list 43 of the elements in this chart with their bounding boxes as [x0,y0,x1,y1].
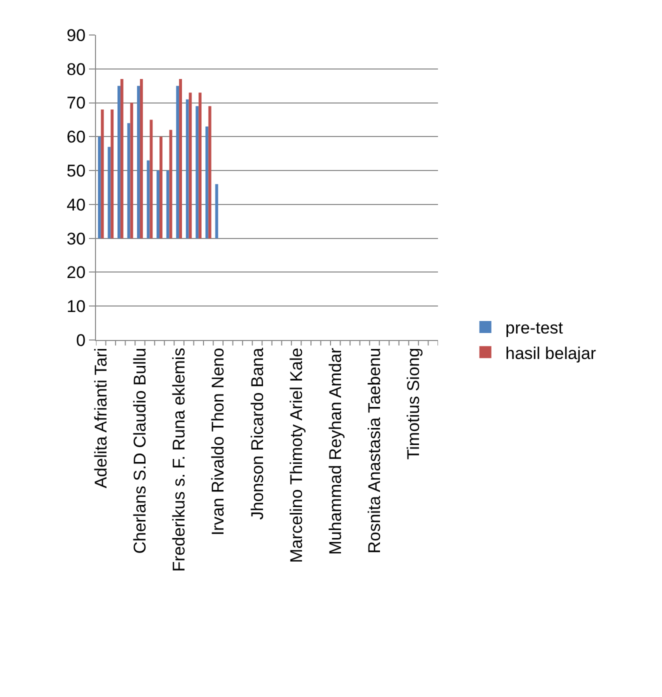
bar [110,110,114,238]
x-tick-label: Frederikus s. F. Runa eklemis [170,348,189,572]
y-tick-label: 60 [66,128,86,147]
bar [140,79,143,238]
bar [120,79,124,238]
bar [137,86,140,238]
x-tick-label: Rosnita Anastasia Taebenu [365,348,384,554]
y-tick-label: 0 [76,330,86,350]
x-tick-label: Irvan Rivaldo Thon Neno [208,348,228,536]
x-tick-label: Marcelino Thimoty Ariel Kale [286,348,306,563]
y-tick-label: 70 [66,94,86,113]
bar [156,170,160,238]
legend-label: hasil belajar [505,344,596,363]
y-tick-label: 90 [66,26,86,45]
y-tick-label: 80 [66,60,86,79]
bar [179,79,182,238]
y-tick-label: 40 [66,195,86,214]
x-tick-label: Cherlans S.D Claudio Bullu [130,348,150,554]
y-tick-label: 50 [66,162,86,181]
bar [130,102,134,238]
x-tick-label: Adelita Afrianti Tari [91,348,110,488]
bar [98,136,101,238]
x-tick-label: Muhammad Reyhan Amdar [326,347,345,555]
x-tick-label: Jhonson Ricardo Bana [248,347,267,520]
bar [186,99,189,238]
legend-label: pre-test [505,318,564,338]
y-tick-label: 30 [66,229,86,248]
x-tick-label: Timotius Siong [404,348,424,460]
bar [166,170,170,238]
bar [100,110,104,238]
bar [188,92,192,238]
y-tick-label: 10 [66,297,86,316]
bar [198,92,202,238]
bar [205,126,208,238]
bar [208,106,212,238]
bar [118,86,120,238]
bar [108,146,111,238]
bar [160,136,162,238]
bar [196,106,199,238]
bar [176,86,180,238]
bar [150,120,153,238]
y-tick-label: 20 [66,263,86,282]
bar [215,184,218,238]
